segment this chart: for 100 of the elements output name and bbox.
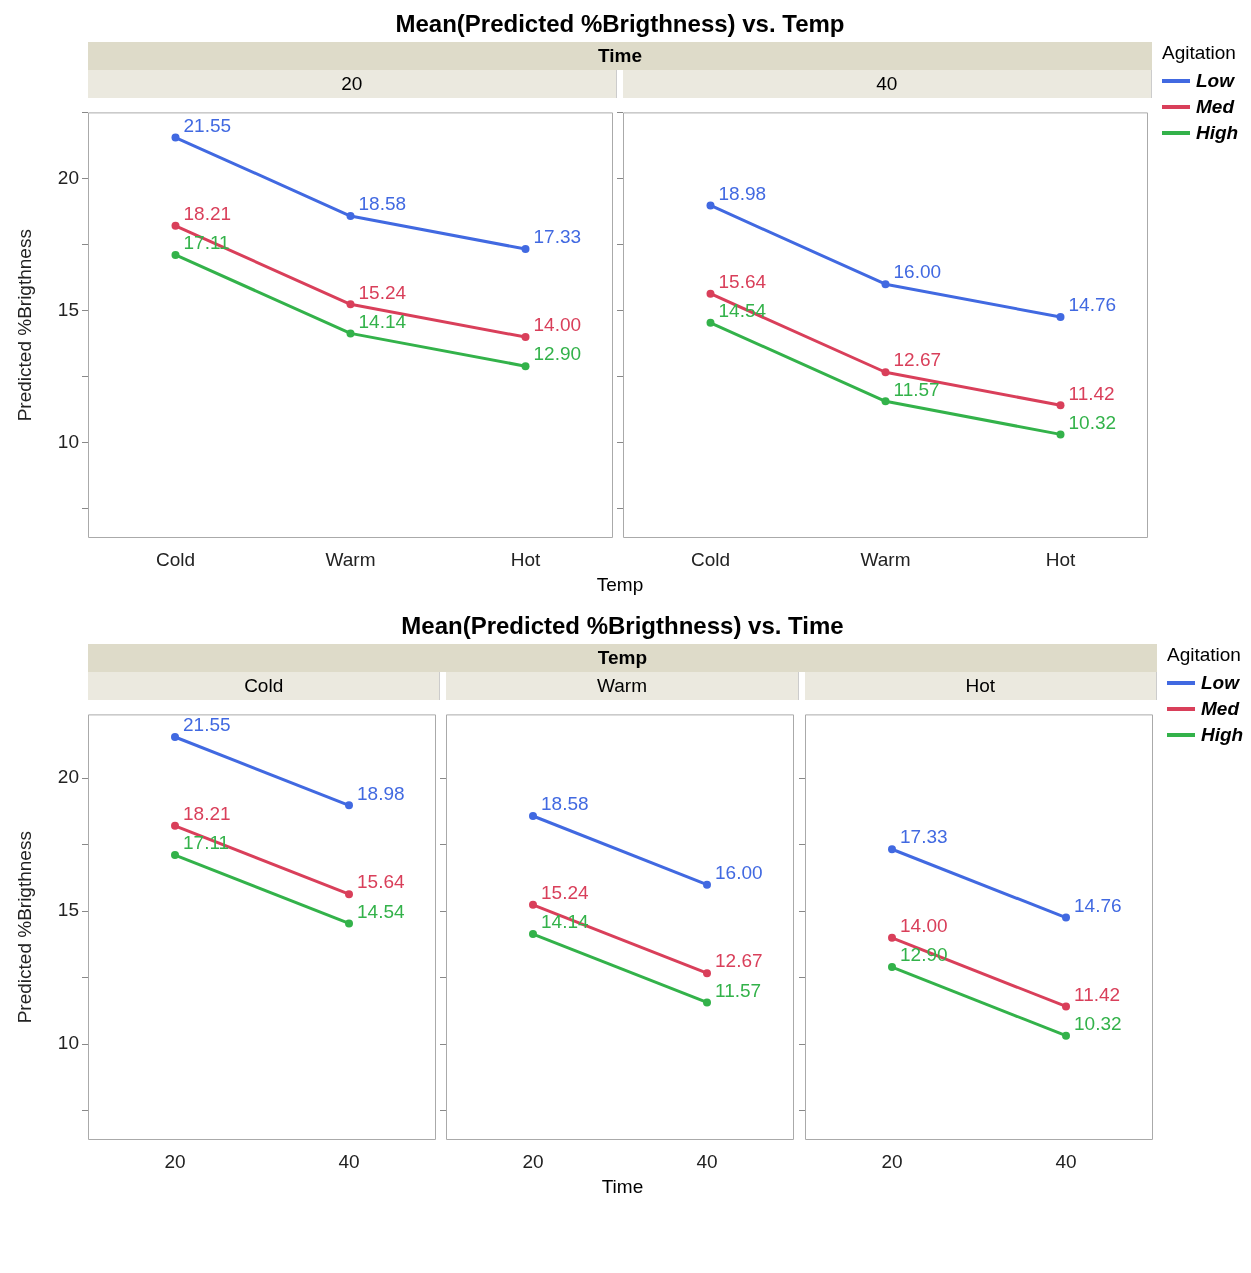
point: [881, 368, 890, 377]
x-tick-label: 20: [881, 1150, 903, 1172]
data-label: 16.00: [715, 861, 763, 883]
data-label: 18.58: [541, 793, 589, 815]
data-label: 18.21: [183, 203, 232, 225]
point: [887, 845, 896, 854]
data-label: 11.57: [893, 378, 940, 400]
chart-subtitle: Temp: [88, 644, 1157, 672]
point: [1061, 1002, 1070, 1011]
point: [881, 397, 890, 406]
x-tick-label: 40: [1055, 1150, 1077, 1172]
point: [706, 289, 715, 298]
legend-label: Med: [1196, 96, 1234, 118]
data-label: 10.32: [1073, 1012, 1122, 1034]
x-axis-title: Temp: [595, 573, 645, 597]
x-tick-label: 40: [338, 1150, 360, 1172]
data-label: 16.00: [893, 261, 942, 283]
point: [346, 329, 355, 338]
x-tick-label: 20: [522, 1150, 544, 1172]
data-label: 10.32: [1068, 411, 1117, 433]
chart-title: Mean(Predicted %Brigthness) vs. Temp: [394, 9, 846, 39]
legend-title: Agitation: [1166, 644, 1242, 666]
x-tick-label: 20: [164, 1150, 186, 1172]
y-tick-label: 15: [57, 298, 79, 320]
data-label: 14.00: [899, 915, 948, 937]
point: [529, 812, 538, 821]
data-label: 18.21: [183, 803, 231, 825]
y-tick-label: 15: [57, 899, 79, 921]
x-tick-label: Cold: [155, 548, 196, 570]
point: [881, 280, 890, 289]
point: [171, 733, 179, 742]
point: [346, 212, 355, 221]
point: [529, 900, 538, 909]
legend-label: High: [1196, 122, 1239, 144]
data-label: 14.76: [1068, 294, 1117, 316]
point: [1056, 430, 1065, 439]
point: [346, 300, 355, 309]
point: [521, 362, 530, 371]
data-label: 15.64: [357, 871, 405, 893]
legend-label: High: [1200, 724, 1244, 746]
data-label: 12.67: [715, 950, 763, 972]
point: [345, 919, 353, 928]
point: [1061, 913, 1070, 922]
point: [171, 851, 179, 860]
data-label: 12.67: [893, 349, 942, 371]
point: [171, 250, 180, 259]
data-label: 15.24: [358, 281, 407, 303]
point: [1061, 1031, 1070, 1040]
x-tick-label: Warm: [325, 548, 376, 570]
point: [703, 998, 712, 1007]
point: [706, 318, 715, 327]
point: [887, 963, 896, 972]
point: [703, 969, 712, 978]
data-label: 17.33: [899, 826, 948, 848]
chart-title: Mean(Predicted %Brigthness) vs. Time: [400, 611, 845, 641]
y-tick-label: 20: [57, 766, 79, 788]
legend-label: Med: [1200, 698, 1239, 720]
x-tick-label: 40: [696, 1150, 718, 1172]
point: [887, 933, 896, 942]
data-label: 14.76: [1073, 894, 1122, 916]
text: Warm: [446, 672, 799, 700]
x-tick-label: Cold: [690, 548, 731, 570]
point: [703, 880, 712, 889]
data-label: 15.24: [541, 882, 590, 904]
data-label: 14.14: [358, 310, 407, 332]
point: [529, 930, 538, 939]
data-label: 11.57: [715, 979, 762, 1001]
x-tick-label: Hot: [510, 548, 541, 570]
data-label: 14.00: [533, 314, 582, 336]
data-label: 11.42: [1073, 983, 1120, 1005]
y-axis-title: Predicted %Brigthness: [13, 831, 35, 1024]
point: [1056, 401, 1065, 410]
data-label: 14.54: [357, 900, 405, 922]
text: 40: [623, 70, 1152, 98]
text: Hot: [804, 672, 1157, 700]
data-label: 18.98: [718, 182, 767, 204]
text: 20: [88, 70, 617, 98]
data-label: 15.64: [718, 270, 767, 292]
y-tick-label: 20: [57, 166, 79, 188]
data-label: 11.42: [1068, 382, 1115, 404]
point: [521, 333, 530, 342]
point: [171, 821, 179, 830]
y-tick-label: 10: [57, 1032, 79, 1054]
legend-title: Agitation: [1162, 42, 1237, 64]
y-axis-title: Predicted %Brigthness: [13, 229, 35, 422]
chart-subtitle: Time: [88, 42, 1152, 70]
data-label: 18.58: [358, 193, 407, 215]
y-tick-label: 10: [57, 431, 79, 453]
point: [345, 890, 353, 899]
point: [1056, 313, 1065, 322]
legend-label: Low: [1196, 70, 1234, 92]
point: [171, 221, 180, 230]
data-label: 21.55: [183, 714, 231, 736]
data-label: 17.33: [533, 226, 582, 248]
point: [706, 201, 715, 210]
data-label: 18.98: [357, 782, 405, 804]
point: [345, 801, 353, 810]
point: [521, 245, 530, 254]
data-label: 12.90: [533, 343, 582, 365]
text: Cold: [88, 672, 441, 700]
